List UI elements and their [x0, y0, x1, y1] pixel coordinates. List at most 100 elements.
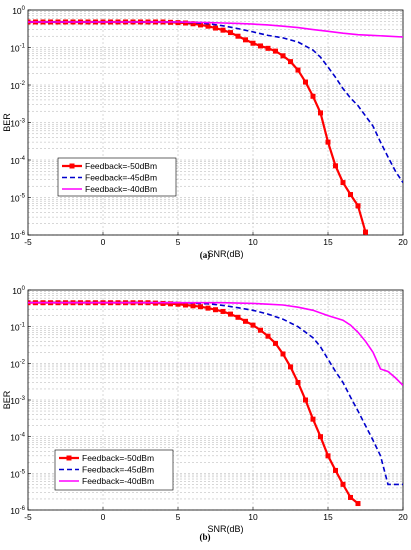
legend-marker	[69, 163, 75, 169]
data-point	[355, 501, 361, 507]
data-point	[168, 301, 173, 307]
data-point	[295, 67, 301, 73]
legend-label: Feedback=-45dBm	[85, 173, 157, 183]
y-tick-label: 100	[12, 6, 25, 16]
x-tick-label: 10	[248, 512, 258, 522]
series-line	[28, 21, 403, 38]
x-tick-label: 15	[323, 237, 333, 247]
x-tick-label: 0	[101, 512, 106, 522]
series-2	[28, 301, 403, 386]
data-point	[325, 453, 331, 459]
data-point	[213, 307, 218, 313]
data-point	[190, 303, 196, 309]
legend-marker	[66, 455, 72, 461]
y-axis-label: BER	[2, 390, 12, 409]
data-point	[363, 229, 368, 235]
legend-label: Feedback=-40dBm	[85, 184, 157, 194]
data-point	[258, 43, 263, 49]
data-point	[355, 203, 361, 209]
data-point	[273, 340, 278, 346]
data-point	[250, 40, 256, 46]
data-point	[303, 397, 308, 403]
y-tick-label: 10-6	[10, 231, 25, 241]
legend-label: Feedback=-40dBm	[82, 476, 154, 486]
data-point	[213, 25, 218, 31]
figure-caption: (a)	[200, 250, 211, 260]
series-2	[28, 21, 403, 38]
data-point	[198, 304, 203, 310]
data-point	[318, 434, 323, 440]
data-point	[190, 21, 196, 27]
data-point	[318, 110, 323, 116]
data-point	[280, 351, 286, 357]
data-point	[348, 494, 353, 500]
legend: Feedback=-50dBm Feedback=-45dBmFeedback=-…	[57, 157, 177, 197]
series-line	[28, 301, 403, 386]
y-tick-label: 10-4	[10, 156, 25, 166]
data-point	[303, 79, 308, 85]
data-point	[265, 45, 271, 51]
data-point	[183, 302, 188, 308]
legend: Feedback=-50dBm Feedback=-45dBmFeedback=-…	[54, 449, 174, 491]
y-tick-label: 10-5	[10, 194, 25, 204]
data-point	[340, 180, 346, 186]
data-point	[220, 27, 226, 33]
data-point	[235, 314, 241, 320]
x-tick-label: 5	[176, 512, 181, 522]
data-point	[333, 467, 338, 473]
legend-label: Feedback=-45dBm	[82, 465, 154, 475]
y-axis-label: BER	[2, 113, 12, 132]
y-tick-label: 10-4	[10, 433, 25, 443]
legend-label: Feedback=-50dBm	[85, 161, 157, 171]
data-point	[235, 33, 241, 39]
x-tick-label: 5	[176, 237, 181, 247]
x-tick-label: 0	[101, 237, 106, 247]
x-axis-label: SNR(dB)	[207, 524, 243, 534]
data-point	[288, 364, 293, 370]
x-tick-label: -5	[24, 512, 32, 522]
panel-a: -5 0 5 10 15 20 100 10-1 10-2 10-3 10-4 10-5 10-6 SNR…	[2, 6, 408, 265]
y-tick-label: 10-1	[10, 44, 25, 54]
data-point	[183, 20, 188, 26]
x-tick-label: 20	[398, 237, 408, 247]
data-point	[228, 30, 233, 36]
data-point	[310, 93, 316, 99]
data-point	[175, 301, 181, 307]
legend-box	[54, 449, 174, 491]
panel-b: -5 0 5 10 15 20 100 10-1 10-2 10-3 10-4 10-5 10-6 SNR…	[2, 286, 408, 542]
data-point	[205, 23, 211, 29]
data-point	[250, 322, 256, 328]
data-point	[273, 48, 278, 54]
x-tick-label: 10	[248, 237, 258, 247]
data-point	[258, 327, 263, 333]
x-axis-label: SNR(dB)	[207, 249, 243, 259]
legend-label: Feedback=-50dBm	[82, 453, 154, 463]
x-tick-label: -5	[24, 237, 32, 247]
y-tick-label: 10-1	[10, 323, 25, 333]
y-tick-label: 10-6	[10, 506, 25, 516]
data-point	[333, 163, 338, 169]
data-point	[198, 22, 203, 28]
data-point	[280, 53, 286, 59]
figure-caption: (b)	[200, 532, 211, 542]
data-point	[220, 308, 226, 314]
x-tick-label: 20	[398, 512, 408, 522]
data-point	[325, 139, 331, 145]
data-point	[228, 311, 233, 317]
data-point	[243, 318, 248, 324]
data-point	[295, 380, 301, 386]
data-point	[371, 260, 376, 265]
y-tick-label: 100	[12, 286, 25, 296]
data-point	[288, 59, 293, 65]
data-point	[340, 481, 346, 487]
y-tick-label: 10-3	[10, 396, 25, 406]
y-tick-label: 10-3	[10, 119, 25, 129]
data-point	[348, 192, 353, 198]
y-tick-label: 10-2	[10, 81, 25, 91]
data-point	[265, 333, 271, 339]
data-point	[243, 37, 248, 43]
data-point	[205, 305, 211, 311]
y-tick-label: 10-5	[10, 469, 25, 479]
x-tick-label: 15	[323, 512, 333, 522]
